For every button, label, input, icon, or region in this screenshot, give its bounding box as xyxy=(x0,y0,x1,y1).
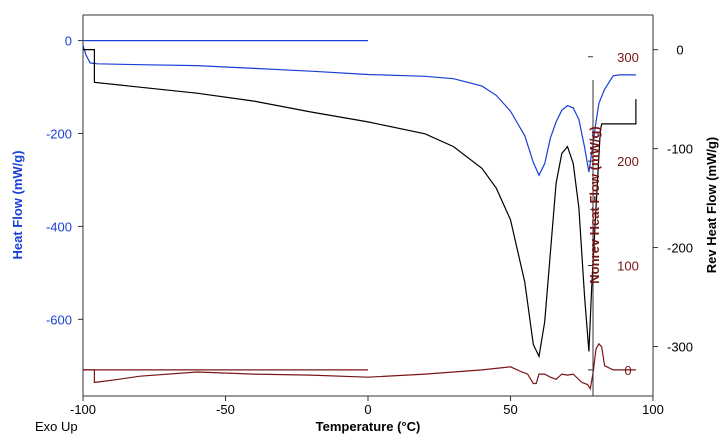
curves-group xyxy=(82,40,637,391)
left-tick-label: -600 xyxy=(46,312,72,327)
right-outer-tick-label: -100 xyxy=(667,142,693,157)
right-inner-tick-label: 200 xyxy=(617,154,639,169)
x-tick-label: -100 xyxy=(70,402,96,417)
right-inner-axis-label: Nonrev Heat Flow (mW/g) xyxy=(587,126,602,283)
right-outer-tick-label: 0 xyxy=(676,43,683,58)
exo-up-label: Exo Up xyxy=(35,419,78,434)
axes-group: -100 -50 0 50 100 0 -200 -400 -600 0 100 200 300 0 -10… xyxy=(46,34,693,417)
right-inner-tick-label: 0 xyxy=(624,363,631,378)
x-tick-label: 50 xyxy=(503,402,517,417)
series-line-2 xyxy=(83,49,637,359)
x-tick-label: -50 xyxy=(216,402,235,417)
left-tick-label: 0 xyxy=(65,34,72,49)
x-axis-label: Temperature (°C) xyxy=(316,419,421,434)
left-axis-label: Heat Flow (mW/g) xyxy=(10,150,25,259)
right-outer-axis-label: Rev Heat Flow (mW/g) xyxy=(704,137,719,274)
right-outer-tick-label: -300 xyxy=(667,340,693,355)
right-inner-tick-label: 100 xyxy=(617,259,639,274)
left-tick-label: -200 xyxy=(46,126,72,141)
series-line-0 xyxy=(82,45,636,177)
plot-frame xyxy=(82,14,654,397)
right-outer-tick-label: -200 xyxy=(667,241,693,256)
x-tick-label: 0 xyxy=(364,402,371,417)
left-tick-label: -400 xyxy=(46,219,72,234)
series-line-3 xyxy=(83,342,636,391)
right-inner-tick-label: 300 xyxy=(617,50,639,65)
x-tick-label: 100 xyxy=(642,402,664,417)
